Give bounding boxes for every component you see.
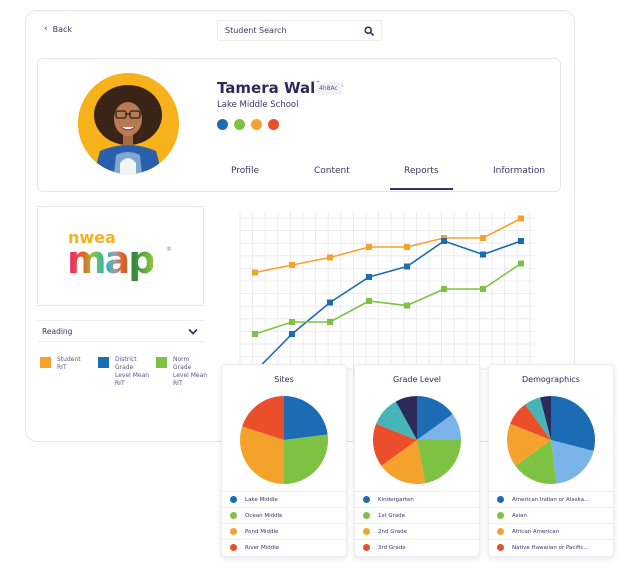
pie-legend-label: 3rd Grade (378, 544, 406, 551)
rit-line-chart (216, 206, 536, 421)
legend-item-norm-mean: Norm Grade Level Mean RIT (156, 356, 208, 388)
legend-dot (497, 528, 504, 535)
legend-dot (497, 544, 504, 551)
pie-legend-row: Ocean Middle (222, 507, 346, 523)
student-photo (78, 73, 178, 174)
pie-legend-label: African American (512, 528, 560, 535)
profile-tabs: Profile Content Reports Information (200, 160, 560, 192)
pie-card-demographics: Demographics American Indian or Alaska..… (488, 364, 614, 557)
pie-legend-row: Asian (489, 507, 613, 523)
status-dot-red (268, 119, 279, 130)
pie-legend-row: African American (489, 523, 613, 539)
pie-card-sites: Sites Lake Middle Ocean Middle Pond Midd… (221, 364, 347, 557)
pie-legend-row: Native Hawaiian or Pacific... (489, 539, 613, 555)
legend-dot (230, 512, 237, 519)
legend-dot (230, 528, 237, 535)
student-id-badge: 4h8Ac (315, 82, 342, 95)
pie-title: Grade Level (392, 375, 442, 384)
school-name: Lake Middle School (217, 100, 299, 110)
status-dot-green (234, 119, 245, 130)
status-dot-orange (251, 119, 262, 130)
pie-legend: Kindergarten 1st Grade 2nd Grade 3rd Gra… (355, 491, 479, 555)
legend-swatch (40, 357, 51, 368)
pie-legend-label: Ocean Middle (245, 512, 283, 519)
demographics-pie-chart (507, 396, 595, 484)
map-logo-text: map (67, 238, 155, 282)
sites-pie-chart (240, 396, 328, 484)
chevron-left-icon: ‹ (44, 24, 48, 34)
pie-legend-label: River Middle (245, 544, 280, 551)
pie-legend-label: Pond Middle (245, 528, 279, 535)
subject-dropdown-value: Reading (42, 326, 73, 336)
pie-legend-row: 2nd Grade (355, 523, 479, 539)
pie-legend-label: 1st Grade (378, 512, 406, 519)
status-dots (217, 119, 279, 130)
registered-mark: ® (166, 246, 172, 253)
line-chart-svg (239, 212, 534, 376)
nwea-map-logo-box (37, 206, 204, 306)
legend-dot (497, 496, 504, 503)
grade-level-pie-chart (373, 396, 461, 484)
student-search-input[interactable]: Student Search (217, 20, 382, 41)
tab-profile[interactable]: Profile (231, 166, 259, 176)
legend-swatch (98, 357, 109, 368)
pie-legend-row: Lake Middle (222, 491, 346, 507)
search-icon[interactable] (364, 25, 374, 36)
chevron-down-icon (188, 328, 198, 335)
pie-legend-label: Asian (512, 512, 528, 519)
pie-legend-label: Kindergarten (378, 496, 414, 503)
subject-dropdown[interactable]: Reading (37, 320, 204, 342)
legend-dot (363, 512, 370, 519)
legend-dot (363, 496, 370, 503)
legend-dot (363, 544, 370, 551)
pie-card-grade-level: Grade Level Kindergarten 1st Grade 2nd G… (354, 364, 480, 557)
legend-item-student-rit: Student RIT (40, 356, 92, 388)
pie-legend-row: Pond Middle (222, 523, 346, 539)
student-name: Tamera Walker (217, 79, 343, 97)
pie-legend-row: River Middle (222, 539, 346, 555)
pie-title: Demographics (522, 375, 580, 384)
back-button[interactable]: ‹ Back (44, 24, 72, 34)
tab-information[interactable]: Information (493, 166, 546, 176)
legend-dot (230, 496, 237, 503)
legend-item-district-mean: District Grade Level Mean RIT (98, 356, 150, 388)
status-dot-blue (217, 119, 228, 130)
legend-label: Norm Grade Level Mean RIT (173, 356, 208, 387)
active-tab-indicator (390, 188, 453, 190)
tab-reports[interactable]: Reports (404, 166, 439, 176)
legend-swatch (156, 357, 167, 368)
pie-title: Sites (274, 375, 294, 384)
legend-dot (363, 528, 370, 535)
legend-label: Student RIT (57, 356, 81, 371)
pie-legend-row: Kindergarten (355, 491, 479, 507)
pie-legend-label: Native Hawaiian or Pacific... (512, 544, 589, 551)
pie-legend-row: 1st Grade (355, 507, 479, 523)
search-placeholder: Student Search (225, 26, 287, 35)
back-label: Back (52, 24, 73, 34)
legend-dot (497, 512, 504, 519)
pie-legend: Lake Middle Ocean Middle Pond Middle Riv… (222, 491, 346, 555)
pie-legend-label: 2nd Grade (378, 528, 407, 535)
legend-label: District Grade Level Mean RIT (115, 356, 150, 387)
pie-legend-row: American Indian or Alaska... (489, 491, 613, 507)
nwea-logo-text: nwea (68, 228, 116, 247)
tab-content[interactable]: Content (314, 166, 350, 176)
pie-legend-label: American Indian or Alaska... (512, 496, 590, 503)
pie-legend-row: 3rd Grade (355, 539, 479, 555)
pie-legend: American Indian or Alaska... Asian Afric… (489, 491, 613, 555)
chart-legend: Student RIT District Grade Level Mean RI… (40, 356, 208, 388)
pie-legend-label: Lake Middle (245, 496, 278, 503)
legend-dot (230, 544, 237, 551)
avatar (78, 73, 179, 174)
